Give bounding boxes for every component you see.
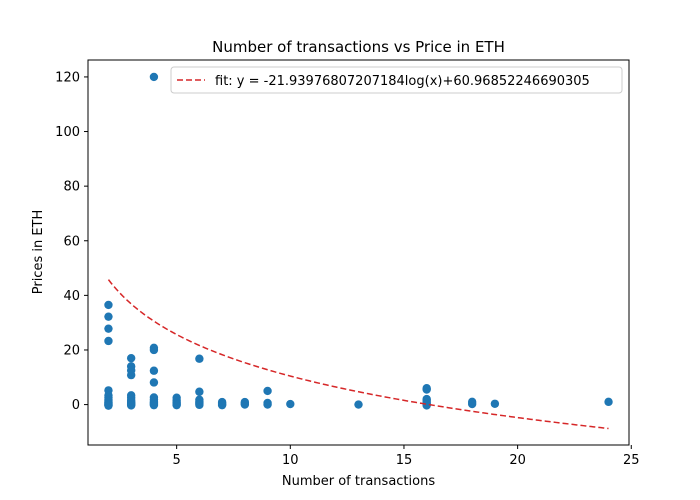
scatter-point (104, 300, 113, 310)
scatter-point (126, 353, 136, 363)
y-axis-ticks: 0 20 40 60 80 100 120 (55, 70, 88, 413)
legend: fit: y = -21.93976807207184log(x)+60.968… (170, 66, 623, 94)
scatter-point (467, 399, 477, 409)
scatter-point (604, 397, 613, 407)
x-axis-label: Number of transactions (282, 474, 435, 489)
data-points (104, 72, 613, 410)
y-axis-label: Prices in ETH (31, 210, 46, 295)
scatter-point (149, 345, 159, 355)
scatter-point (149, 366, 159, 375)
scatter-point (240, 400, 250, 409)
y-tick-label: 120 (55, 70, 80, 85)
legend-box (170, 66, 623, 94)
scatter-point (195, 387, 204, 396)
scatter-point (104, 336, 113, 346)
plot-frame (87, 59, 630, 446)
scatter-point (354, 400, 363, 409)
y-tick-label: 20 (63, 343, 80, 358)
scatter-point (126, 401, 136, 410)
x-tick-label: 25 (623, 453, 640, 468)
scatter-point (149, 72, 159, 82)
fit-curve (107, 279, 609, 430)
scatter-point (217, 400, 227, 410)
scatter-point (104, 312, 113, 321)
fit-curve-layer (107, 279, 609, 430)
scatter-point (149, 378, 159, 387)
y-tick-label: 40 (63, 289, 80, 304)
y-tick-label: 0 (72, 398, 80, 413)
x-tick-label: 20 (509, 453, 526, 468)
y-tick-label: 100 (55, 125, 80, 140)
scatter-point (172, 400, 181, 410)
scatter-point (490, 399, 500, 408)
scatter-point (422, 385, 431, 394)
scatter-point (104, 324, 113, 333)
scatter-point (195, 400, 204, 410)
x-tick-label: 5 (173, 453, 181, 468)
scatter-point (195, 354, 204, 363)
y-tick-label: 80 (63, 180, 80, 195)
legend-fit-label: fit: y = -21.93976807207184log(x)+60.968… (215, 74, 590, 89)
scatter-point (126, 370, 136, 380)
x-tick-label: 15 (396, 453, 413, 468)
scatter-point (263, 400, 272, 409)
chart-title: Number of transactions vs Price in ETH (212, 38, 505, 56)
scatter-point (286, 399, 295, 409)
scatter-point (263, 386, 272, 396)
x-tick-label: 10 (282, 453, 299, 468)
y-tick-label: 60 (63, 234, 80, 249)
scatter-point (104, 401, 113, 410)
scatter-point (149, 400, 159, 410)
x-axis-ticks: 5 10 15 20 25 (173, 445, 640, 468)
